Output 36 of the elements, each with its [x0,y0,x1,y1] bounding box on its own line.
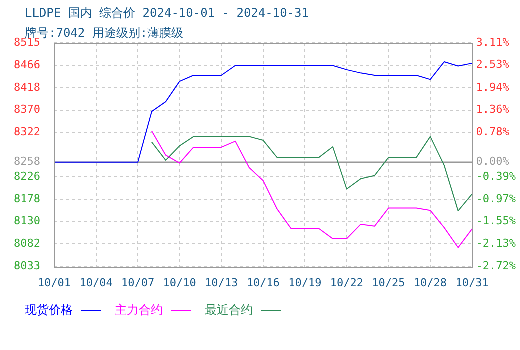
y2-tick-label: -2.72% [476,260,516,273]
y2-tick-label: 1.94% [476,80,510,94]
y-tick-label: 8033 [14,260,40,273]
y2-tick-label: 0.78% [476,125,510,138]
y-tick-label: 8178 [14,192,40,206]
y-tick-label: 8418 [14,80,40,94]
y-tick-label: 8258 [14,155,40,168]
x-tick-label: 10/04 [80,276,114,290]
y2-tick-label: 3.11% [476,36,510,49]
y2-tick-label: 0.00% [476,155,510,168]
legend-label: 现货价格 [25,303,73,317]
x-tick-label: 10/10 [163,276,196,290]
y-tick-label: 8130 [14,214,40,228]
x-tick-label: 10/22 [330,276,364,290]
x-tick-label: 10/19 [288,276,322,290]
x-tick-label: 10/16 [246,276,280,290]
y-tick-label: 8466 [14,58,40,72]
legend-label: 最近合约 [205,303,253,317]
x-tick-label: 10/01 [38,276,72,290]
y-tick-label: 8082 [14,236,40,250]
legend-label: 主力合约 [115,303,163,317]
y2-tick-label: 2.53% [476,58,510,72]
x-tick-label: 10/31 [456,276,489,290]
y2-tick-label: -0.39% [476,170,516,184]
y2-tick-label: -0.97% [476,192,516,206]
y2-tick-label: 1.36% [476,103,510,116]
y2-tick-label: -1.55% [476,214,516,228]
y2-tick-label: -2.13% [476,237,516,250]
x-tick-label: 10/25 [372,276,406,290]
x-tick-label: 10/13 [205,276,238,290]
y-tick-label: 8322 [14,125,40,138]
y-tick-label: 8370 [14,103,40,116]
y-tick-label: 8226 [14,170,40,184]
x-tick-label: 10/07 [121,276,155,290]
chart-title: LLDPE 国内 综合价 2024-10-01 - 2024-10-31 [25,5,309,22]
x-tick-label: 10/28 [414,276,448,290]
